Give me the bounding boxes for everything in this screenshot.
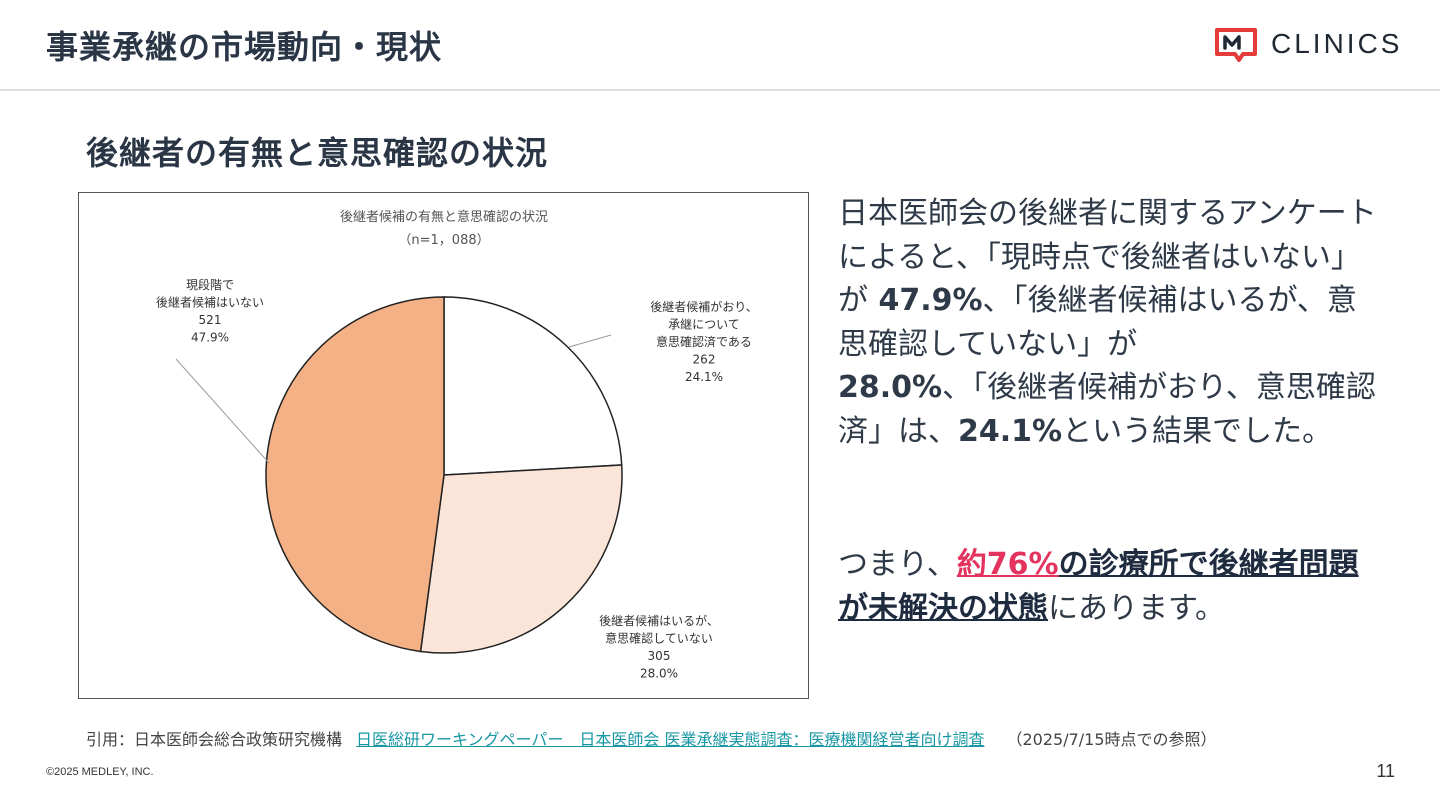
pie-slice-3 [265,296,445,653]
page-number: 11 [1376,761,1395,781]
pie-label-1-line-3: 意思確認済である [656,334,752,349]
pie-slice-1 [443,296,623,476]
section-title: 後継者の有無と意思確認の状況 [86,134,549,172]
pie-label-2-line-4: 28.0% [640,667,678,681]
pie-label-1-line-5: 24.1% [685,370,723,384]
summary-value-not-confirmed: 28.0% [838,370,943,405]
summary-paragraph: 日本医師会の後継者に関するアンケートによると、「現時点で後継者はいない」が 47… [838,192,1378,453]
header-divider [0,89,1440,91]
conclusion-prefix: つまり、 [838,547,957,582]
pie-label-3-line-1: 現段階で [186,277,234,292]
page-header-title: 事業承継の市場動向・現状 [46,28,443,66]
pie-chart-panel: 後継者候補の有無と意思確認の状況 （n=1，088） 後継者候補がおり、 承継について… [78,192,809,699]
pie-label-3-line-3: 521 [199,313,222,327]
pie-leader-line-3 [175,358,270,464]
pie-label-2-line-3: 305 [648,649,671,663]
conclusion-emphasis: の診療所で後継者問題が未解決の状態 [838,547,1359,626]
summary-text-1: 日本医師会の後継者に関するアンケートによると、「現時点で後継者はいない」が [838,196,1377,318]
summary-value-no-successor: 47.9% [868,283,983,318]
copyright: ©2025 MEDLEY, INC. [46,766,154,778]
pie-label-2-line-1: 後継者候補はいるが、 [599,613,719,628]
summary-text-3: 、「後継者候補がおり、意思確認済」は、 [838,370,1376,449]
citation-prefix: 引用：日本医師会総合政策研究機構 [86,730,343,749]
conclusion-paragraph: つまり、約76%の診療所で後継者問題が未解決の状態にあります。 [838,543,1378,630]
citation-link[interactable]: 日医総研ワーキングペーパー 日本医師会 医業承継実態調査：医療機関経営者向け調査 [356,730,985,749]
chart-title: 後継者候補の有無と意思確認の状況 [340,209,548,225]
conclusion-highlight-percent: 約76% [956,547,1059,582]
pie-leader-line-1 [568,334,612,348]
pie-chart: 後継者候補の有無と意思確認の状況 （n=1，088） 後継者候補がおり、承継について… [156,209,758,681]
pie-label-3-line-4: 47.9% [191,331,229,345]
citation-suffix: （2025/7/15時点での参照） [1006,730,1217,749]
clinics-logo-mark-icon [1215,28,1257,62]
pie-slice-2 [419,464,623,654]
pie-label-2-line-2: 意思確認していない [605,631,713,646]
citation-line: 引用：日本医師会総合政策研究機構 日医総研ワーキングペーパー 日本医師会 医業承継… [86,726,1217,750]
summary-text-4: という結果でした。 [1062,413,1333,449]
pie-label-1-line-2: 承継について [668,317,740,332]
chart-subtitle: （n=1，088） [398,233,489,248]
summary-value-confirmed: 24.1% [958,413,1063,449]
summary-text-2: 、「後継者候補はいるが、意思確認していない」が [838,283,1357,362]
pie-label-1-line-1: 後継者候補がおり、 [650,299,758,314]
conclusion-suffix: にあります。 [1048,590,1225,626]
pie-label-1-line-4: 262 [693,353,716,367]
clinics-logo: CLINICS [1213,24,1402,64]
clinics-logo-text: CLINICS [1271,28,1403,59]
pie-label-3-line-2: 後継者候補はいない [156,295,264,310]
